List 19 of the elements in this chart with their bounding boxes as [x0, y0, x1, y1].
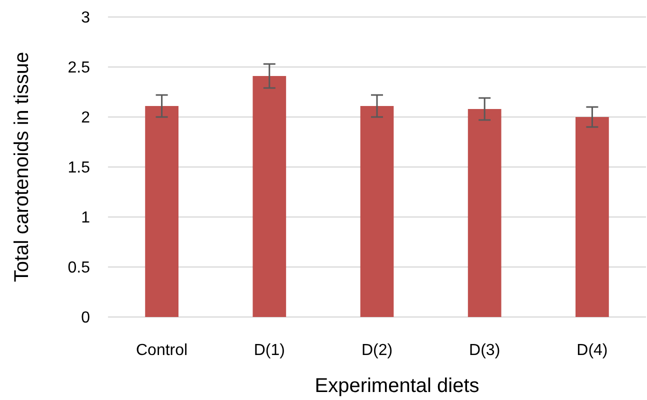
- x-tick-label: Control: [136, 342, 188, 359]
- y-tick-label: 2.5: [68, 60, 90, 77]
- y-tick-label: 1: [81, 210, 90, 227]
- y-axis-title: Total carotenoids in tissue: [11, 52, 33, 282]
- y-tick-label: 0.5: [68, 260, 90, 277]
- y-tick-label: 0: [81, 310, 90, 327]
- x-tick-label: D(4): [576, 342, 608, 359]
- y-tick-label: 3: [81, 10, 90, 27]
- y-tick-label: 1.5: [68, 160, 90, 177]
- bar: [145, 106, 178, 317]
- x-tick-label: D(1): [254, 342, 285, 359]
- bar: [576, 117, 609, 317]
- bar: [468, 109, 502, 317]
- bar: [252, 76, 286, 317]
- x-axis-title: Experimental diets: [314, 375, 480, 397]
- bar: [360, 106, 394, 317]
- y-tick-label: 2: [81, 110, 90, 127]
- x-tick-label: D(2): [361, 342, 393, 359]
- x-tick-label: D(3): [469, 342, 500, 359]
